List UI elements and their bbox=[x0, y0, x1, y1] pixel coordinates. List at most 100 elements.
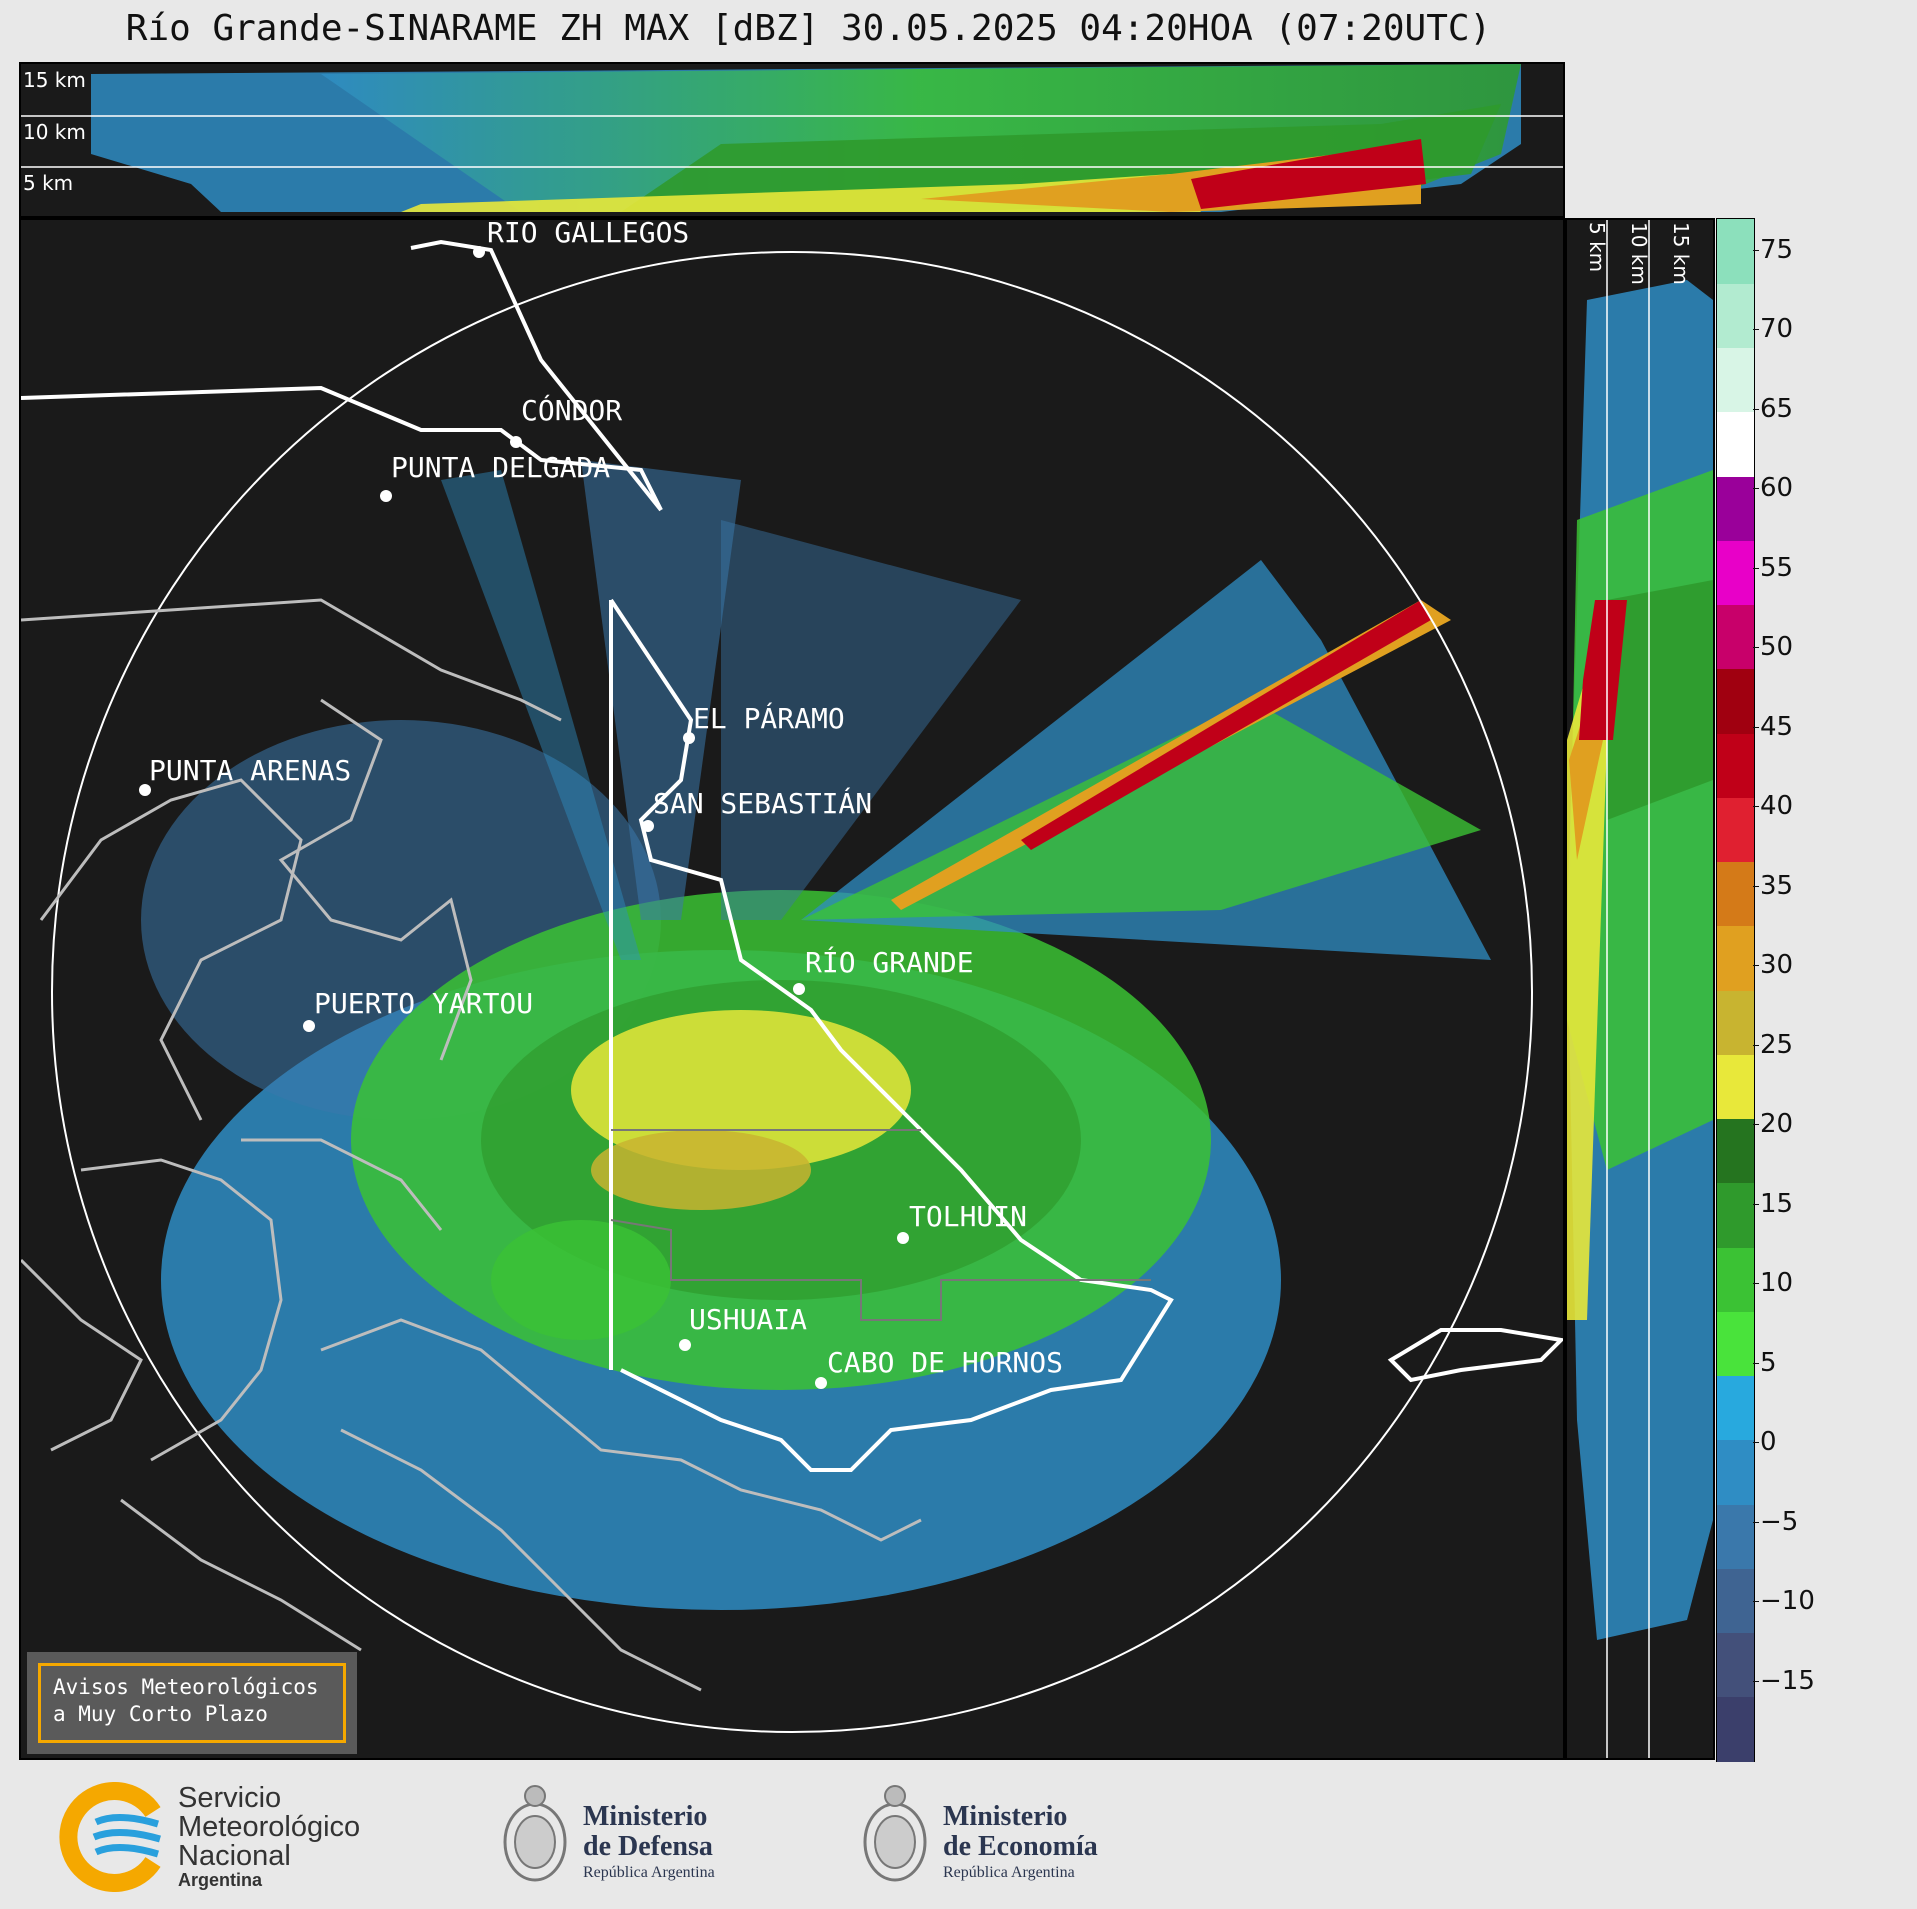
colorbar-tick bbox=[1753, 726, 1759, 728]
colorbar-tick-label: 15 bbox=[1760, 1188, 1794, 1219]
colorbar-tick-label: 75 bbox=[1760, 234, 1794, 265]
colorbar-segment bbox=[1717, 540, 1754, 605]
colorbar-tick bbox=[1753, 1442, 1759, 1444]
colorbar-segment bbox=[1717, 219, 1754, 284]
side-cross-section-echoes bbox=[1567, 220, 1713, 1758]
side-height-label-10km: 10 km bbox=[1627, 222, 1651, 285]
colorbar-tick-label: 65 bbox=[1760, 393, 1794, 424]
colorbar-tick bbox=[1753, 1203, 1759, 1205]
city-label-san-sebastian: SAN SEBASTIÁN bbox=[653, 786, 872, 820]
radar-map: RÍO GALLEGOS CÓNDOR PUNTA DELGADA EL PÁR… bbox=[21, 220, 1563, 1733]
smn-logo: Servicio Meteorológico Nacional Argentin… bbox=[58, 1782, 398, 1892]
colorbar-tick-label: 20 bbox=[1760, 1109, 1794, 1140]
side-height-label-5km: 5 km bbox=[1585, 222, 1609, 273]
city-label-condor: CÓNDOR bbox=[521, 393, 622, 427]
side-cross-section-panel: 5 km 10 km 15 km bbox=[1565, 218, 1715, 1760]
height-label-5km: 5 km bbox=[23, 171, 74, 195]
colorbar-segment bbox=[1717, 604, 1754, 670]
side-height-label-15km: 15 km bbox=[1669, 222, 1693, 285]
colorbar-segment bbox=[1717, 925, 1754, 991]
smn-line-2: Meteorológico bbox=[178, 1811, 361, 1843]
colorbar-tick bbox=[1753, 567, 1759, 569]
reflectivity-colorbar bbox=[1716, 218, 1755, 1762]
colorbar-tick bbox=[1753, 249, 1759, 251]
colorbar-tick bbox=[1753, 965, 1759, 967]
colorbar-segment bbox=[1717, 1311, 1754, 1376]
colorbar-segment bbox=[1717, 1054, 1754, 1119]
economia-line-3: República Argentina bbox=[943, 1864, 1075, 1881]
marker-el-paramo bbox=[683, 732, 695, 744]
colorbar-segment bbox=[1717, 990, 1754, 1055]
city-label-ushuaia: USHUAIA bbox=[689, 1303, 807, 1336]
colorbar-segment bbox=[1717, 411, 1754, 477]
top-cross-section-panel: 15 km 10 km 5 km bbox=[19, 62, 1565, 218]
province-borders bbox=[610, 1129, 1151, 1321]
colorbar-tick-label: 0 bbox=[1760, 1427, 1777, 1458]
colorbar-segment bbox=[1717, 1247, 1754, 1312]
colorbar-segment bbox=[1717, 283, 1754, 348]
defensa-line-3: República Argentina bbox=[583, 1864, 715, 1881]
marker-tolhuin bbox=[897, 1232, 909, 1244]
warning-line-1: Avisos Meteorológicos bbox=[53, 1675, 319, 1699]
colorbar-tick-label: −10 bbox=[1760, 1586, 1815, 1617]
colorbar-segment bbox=[1717, 797, 1754, 862]
colorbar-segment bbox=[1717, 347, 1754, 413]
colorbar-tick bbox=[1753, 329, 1759, 331]
defensa-line-1: Ministerio bbox=[583, 1801, 708, 1832]
borders bbox=[21, 239, 1563, 1472]
range-ring bbox=[51, 251, 1533, 1733]
warning-box: Avisos Meteorológicos a Muy Corto Plazo bbox=[27, 1652, 357, 1754]
city-label-puerto-yartou: PUERTO YARTOU bbox=[314, 987, 533, 1020]
colorbar-tick bbox=[1753, 647, 1759, 649]
height-label-15km: 15 km bbox=[23, 68, 86, 92]
colorbar-segment bbox=[1717, 1182, 1754, 1248]
colorbar-tick bbox=[1753, 806, 1759, 808]
colorbar-tick-label: 40 bbox=[1760, 791, 1794, 822]
colorbar-segment bbox=[1717, 1504, 1754, 1569]
colorbar-tick-label: 50 bbox=[1760, 632, 1794, 663]
colorbar-tick bbox=[1753, 1601, 1759, 1603]
marker-cabo-de-hornos bbox=[815, 1377, 827, 1389]
marker-rio-gallegos bbox=[473, 246, 485, 258]
warning-line-2: a Muy Corto Plazo bbox=[53, 1702, 268, 1726]
smn-logo-text: Servicio Meteorológico Nacional bbox=[178, 1784, 360, 1871]
colorbar-tick bbox=[1753, 488, 1759, 490]
colorbar-segment bbox=[1717, 668, 1754, 734]
city-label-rio-gallegos: RÍO GALLEGOS bbox=[487, 220, 689, 249]
city-label-punta-arenas: PUNTA ARENAS bbox=[149, 754, 351, 787]
colorbar-tick bbox=[1753, 1044, 1759, 1046]
reflectivity-field bbox=[141, 460, 1491, 1610]
colorbar-segment bbox=[1717, 476, 1754, 541]
colorbar-tick-label: 35 bbox=[1760, 870, 1794, 901]
colorbar-tick-label: 5 bbox=[1760, 1347, 1777, 1378]
colorbar-tick-label: −15 bbox=[1760, 1665, 1815, 1696]
marker-punta-delgada bbox=[380, 490, 392, 502]
coat-of-arms-icon bbox=[503, 1785, 567, 1882]
height-label-10km: 10 km bbox=[23, 120, 86, 144]
page-title: Río Grande-SINARAME ZH MAX [dBZ] 30.05.2… bbox=[125, 8, 1492, 49]
economia-line-1: Ministerio bbox=[943, 1801, 1068, 1832]
colorbar-tick bbox=[1753, 885, 1759, 887]
marker-rio-grande bbox=[793, 983, 805, 995]
colorbar-segment bbox=[1717, 1118, 1754, 1184]
colorbar-tick bbox=[1753, 1680, 1759, 1682]
coat-of-arms-icon bbox=[863, 1785, 927, 1882]
colorbar-tick bbox=[1753, 1362, 1759, 1364]
marker-puerto-yartou bbox=[303, 1020, 315, 1032]
colorbar-segment bbox=[1717, 733, 1754, 798]
smn-line-1: Servicio bbox=[178, 1782, 282, 1814]
city-labels: RÍO GALLEGOS CÓNDOR PUNTA DELGADA EL PÁR… bbox=[149, 220, 1063, 1379]
colorbar-tick-label: 55 bbox=[1760, 552, 1794, 583]
colorbar-segment bbox=[1717, 1632, 1754, 1698]
marker-condor bbox=[510, 436, 522, 448]
defensa-line-2: de Defensa bbox=[583, 1831, 713, 1862]
defensa-logo: Ministerio de Defensa República Argentin… bbox=[495, 1780, 755, 1895]
colorbar-tick bbox=[1753, 408, 1759, 410]
defensa-logo-text: Ministerio de Defensa República Argentin… bbox=[583, 1802, 715, 1884]
colorbar-tick bbox=[1753, 1283, 1759, 1285]
colorbar-tick-label: 25 bbox=[1760, 1029, 1794, 1060]
colorbar-tick-label: 70 bbox=[1760, 314, 1794, 345]
economia-logo: Ministerio de Economía República Argenti… bbox=[855, 1780, 1135, 1895]
top-cross-section-echoes bbox=[21, 64, 1563, 212]
colorbar-tick-label: −5 bbox=[1760, 1506, 1799, 1537]
